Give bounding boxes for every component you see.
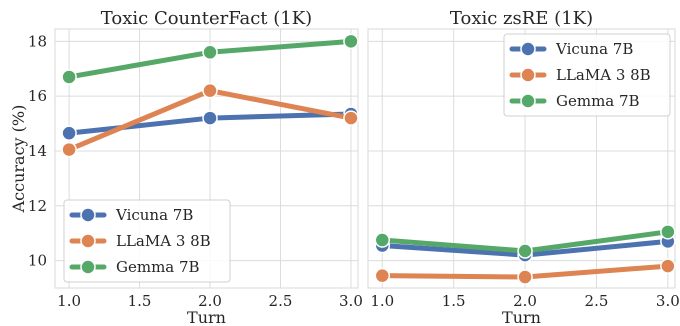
legend-swatch-marker <box>80 207 96 223</box>
data-point <box>660 258 676 274</box>
data-point <box>374 232 391 248</box>
data-point <box>343 33 359 50</box>
chart-panel-1: 1.0 1.5 2.0 2.5 3.0 10 12 14 16 18 Toxic CounterFa… <box>9 8 363 326</box>
legend: Vicuna 7B LLaMA 3 8B Gemma 7B <box>503 33 671 117</box>
legend-label: LLaMA 3 8B <box>116 232 211 250</box>
data-point <box>61 125 77 141</box>
legend-swatch-marker <box>80 259 96 275</box>
x-tick-label: 1.0 <box>57 292 81 310</box>
legend-label: Gemma 7B <box>556 92 640 110</box>
panel-title: Toxic zsRE (1K) <box>450 8 593 29</box>
y-tick-label: 16 <box>28 87 47 105</box>
x-axis-label: Turn <box>502 308 541 326</box>
x-tick-label: 2.0 <box>198 292 222 310</box>
data-point <box>61 141 77 158</box>
data-point <box>61 69 77 85</box>
data-point <box>517 243 533 259</box>
data-point <box>660 224 676 240</box>
y-tick-label: 12 <box>28 197 47 215</box>
legend-label: Vicuna 7B <box>555 40 633 58</box>
x-tick-label: 1.5 <box>128 292 152 310</box>
x-tick-label: 1.0 <box>370 292 394 310</box>
x-tick-label: 1.5 <box>442 292 466 310</box>
legend-swatch-marker <box>520 41 536 57</box>
x-tick-label: 2.5 <box>585 292 609 310</box>
x-tick-label: 2.0 <box>513 292 537 310</box>
x-tick-label: 3.0 <box>339 292 363 310</box>
y-axis-label: Accuracy (%) <box>9 105 28 214</box>
legend-label: LLaMA 3 8B <box>556 66 651 84</box>
legend-label: Vicuna 7B <box>115 206 193 224</box>
legend-frame <box>63 199 231 283</box>
legend-swatch-marker <box>520 93 536 109</box>
legend-swatch-marker <box>520 67 536 83</box>
x-axis-label: Turn <box>187 308 226 326</box>
legend: Vicuna 7B LLaMA 3 8B Gemma 7B <box>63 199 231 283</box>
data-point <box>343 110 359 126</box>
data-point <box>202 44 218 61</box>
data-point <box>202 82 218 99</box>
panel-title: Toxic CounterFact (1K) <box>101 8 312 29</box>
y-tick-label: 10 <box>28 252 47 270</box>
data-point <box>202 110 218 126</box>
x-tick-label: 3.0 <box>656 292 680 310</box>
chart-panel-2: 1.0 1.5 2.0 2.5 3.0 Toxic zsRE (1K) Turn Vicuna… <box>367 8 680 326</box>
data-point <box>374 267 391 284</box>
legend-frame <box>503 33 671 117</box>
x-tick-label: 2.5 <box>269 292 293 310</box>
y-tick-label: 14 <box>28 142 47 160</box>
y-tick-label: 18 <box>28 32 47 50</box>
legend-swatch-marker <box>80 233 96 249</box>
data-point <box>517 269 533 285</box>
legend-label: Gemma 7B <box>116 258 200 276</box>
